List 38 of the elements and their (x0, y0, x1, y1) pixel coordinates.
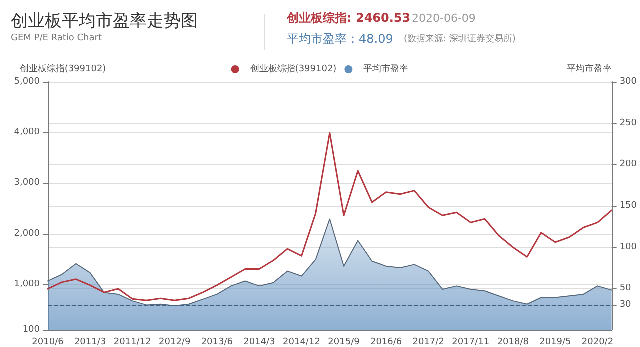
x-tick-label: 2015/9 (328, 338, 360, 347)
x-tick-label: 2020/2 (582, 338, 614, 347)
legend-label: 创业板综指(399102) (250, 64, 337, 74)
y2-tick-label: 100 (620, 242, 638, 252)
y-tick-label: 2,000 (14, 228, 40, 239)
x-tick-label: 2017/2 (412, 338, 444, 347)
y-tick-label: 100 (22, 325, 40, 335)
x-tick-label: 2013/6 (201, 338, 234, 347)
text: 2020-06-09 (412, 12, 476, 25)
x-tick-label: 2011/12 (114, 338, 152, 347)
chart-subtitle: GEM P/E Ratio Chart (11, 34, 102, 44)
y-axis-title: 创业板综指(399102) (20, 64, 106, 74)
x-tick-label: 2017/11 (452, 338, 490, 347)
text: (数据来源: 深圳证券交易所) (404, 34, 516, 44)
y-tick-label: 5,000 (14, 77, 40, 87)
y-tick-label: 3,000 (14, 178, 40, 188)
y2-axis-title: 平均市盈率 (566, 64, 612, 74)
x-tick-label: 2010/6 (32, 338, 64, 347)
text: 创业板综指: 2460.53 (286, 11, 411, 25)
legend-label: 平均市盈率 (364, 64, 409, 74)
x-tick-label: 2012/9 (159, 338, 191, 347)
y2-tick-label: 300 (620, 77, 638, 87)
y2-tick-label: 150 (620, 201, 638, 211)
x-tick-label: 2014/12 (283, 338, 320, 347)
line-series (47, 132, 613, 302)
x-tick-label: 2016/6 (370, 338, 402, 347)
x-tick-label: 2018/8 (497, 338, 530, 347)
y-tick-label: 1,000 (14, 279, 40, 290)
text: 平均市盈率：48.09 (287, 32, 394, 46)
y2-tick-label: 30 (620, 300, 632, 310)
chart-title: 创业板平均市盈率走势图 (11, 12, 198, 32)
y2-tick-label: 50 (620, 284, 632, 294)
x-tick-label: 2019/5 (540, 338, 572, 347)
y2-tick-label: 250 (620, 118, 638, 128)
x-tick-label: 2011/3 (74, 338, 106, 347)
y-tick-label: 4,000 (14, 128, 40, 138)
y2-tick-label: 200 (620, 160, 638, 170)
x-tick-label: 2014/3 (244, 338, 276, 347)
